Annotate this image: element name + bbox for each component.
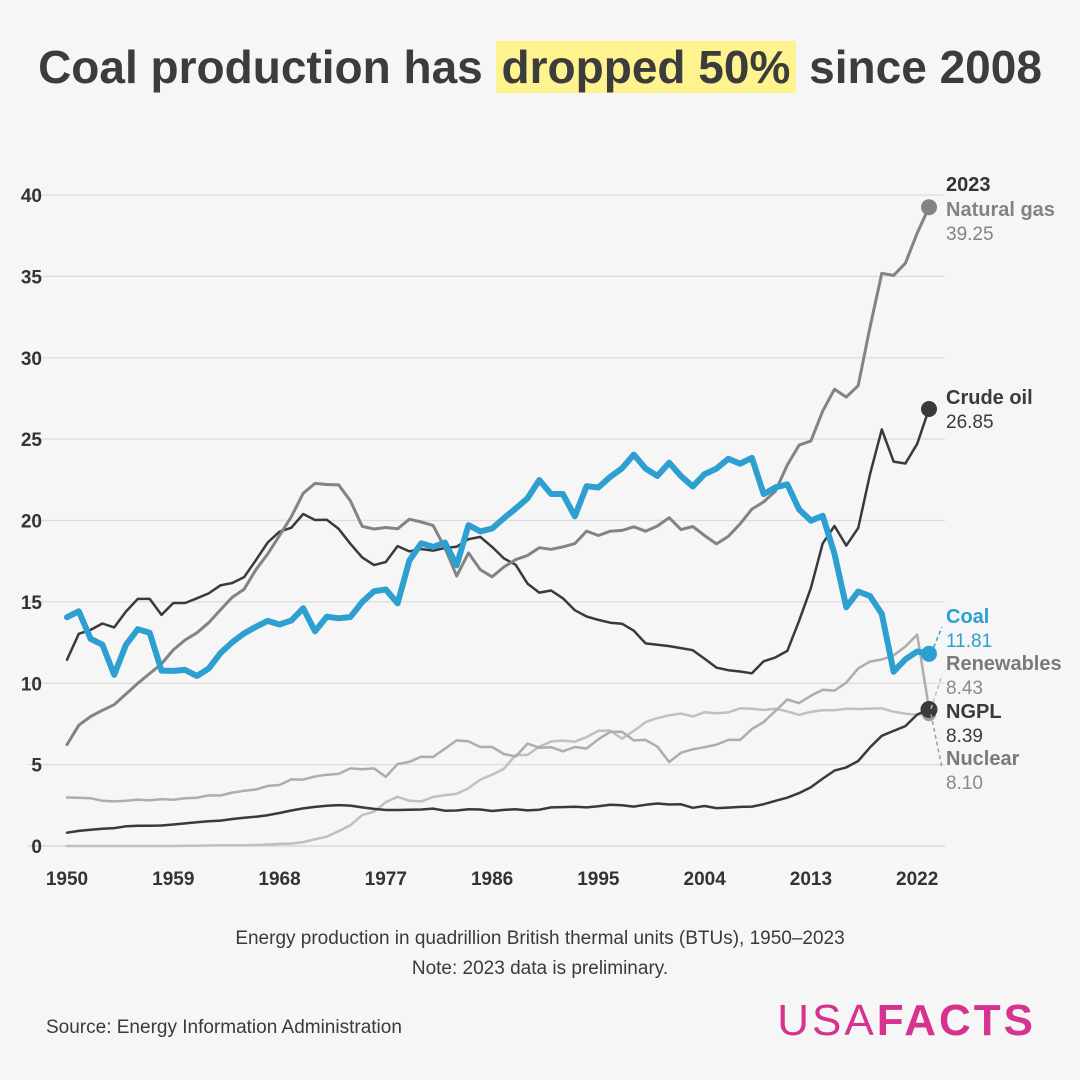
- logo-part-facts: FACTS: [876, 996, 1036, 1045]
- series-line-renewables: [65, 633, 931, 803]
- x-tick-label: 1950: [46, 869, 88, 890]
- y-tick-label: 35: [21, 267, 43, 288]
- series-value-coal: 11.81: [946, 631, 992, 652]
- series-label-natural-gas: Natural gas: [946, 199, 1055, 221]
- logo-part-usa: USA: [777, 996, 877, 1045]
- end-marker-crude-oil: [921, 401, 937, 418]
- chart-caption: Energy production in quadrillion British…: [235, 928, 845, 949]
- series-value-natural-gas: 39.25: [946, 224, 994, 245]
- series-value-renewables: 8.43: [946, 678, 983, 699]
- y-tick-label: 25: [21, 430, 43, 451]
- usafacts-logo: USAFACTS: [777, 996, 1036, 1046]
- end-marker-ngpl: [920, 700, 938, 718]
- x-tick-label: 2004: [684, 869, 727, 890]
- source-note: Source: Energy Information Administratio…: [46, 1017, 402, 1038]
- x-tick-label: 1995: [577, 869, 620, 890]
- leader-line-nuclear: [930, 714, 943, 769]
- series-line-natural-gas: [65, 205, 931, 747]
- chart-note: Note: 2023 data is preliminary.: [411, 958, 669, 979]
- leader-line-coal: [930, 626, 943, 655]
- y-tick-label: 5: [31, 756, 42, 777]
- title-suffix: since 2008: [796, 41, 1042, 93]
- title-highlight: dropped 50%: [495, 41, 797, 93]
- end-marker-coal: [921, 645, 937, 662]
- leader-line-renewables: [930, 674, 943, 710]
- series-line-ngpl: [65, 708, 931, 834]
- y-tick-label: 15: [21, 593, 43, 614]
- chart-title: Coal production has dropped 50% since 20…: [0, 40, 1080, 94]
- series-label-coal: Coal: [946, 606, 989, 628]
- x-tick-label: 1959: [152, 869, 194, 890]
- series-value-nuclear: 8.10: [946, 773, 983, 794]
- title-prefix: Coal production has: [38, 41, 496, 93]
- x-tick-label: 2013: [790, 869, 832, 890]
- x-tick-label: 1977: [365, 869, 407, 890]
- series-label-ngpl: NGPL: [946, 701, 1002, 723]
- year-header: 2023: [946, 174, 991, 196]
- x-tick-label: 1986: [471, 869, 513, 890]
- series-value-ngpl: 8.39: [946, 726, 983, 747]
- series-line-coal: [64, 451, 932, 679]
- series-line-nuclear: [65, 707, 931, 848]
- series-label-renewables: Renewables: [946, 653, 1062, 675]
- y-tick-label: 10: [21, 674, 42, 695]
- y-tick-label: 30: [21, 349, 42, 370]
- series-label-crude-oil: Crude oil: [946, 387, 1033, 409]
- y-tick-label: 20: [21, 512, 42, 533]
- series-line-crude-oil: [65, 407, 931, 675]
- x-tick-label: 2022: [896, 869, 938, 890]
- y-tick-label: 40: [21, 186, 42, 207]
- series-value-crude-oil: 26.85: [946, 412, 994, 433]
- series-label-nuclear: Nuclear: [946, 748, 1020, 770]
- y-tick-label: 0: [31, 837, 42, 858]
- end-marker-natural-gas: [921, 199, 937, 216]
- x-tick-label: 1968: [258, 869, 300, 890]
